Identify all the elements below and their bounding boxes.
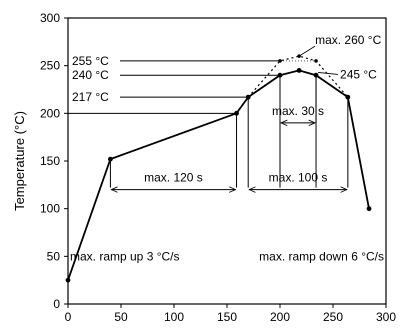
reference-level-label: 255 °C <box>72 54 109 68</box>
y-tick-label: 100 <box>40 202 60 216</box>
data-point <box>234 110 239 116</box>
data-point <box>278 59 282 63</box>
data-point <box>296 68 302 73</box>
y-tick-label: 300 <box>40 11 60 25</box>
ramp-up-note: max. ramp up 3 °C/s <box>70 249 180 263</box>
annotation-leader <box>318 72 339 75</box>
reference-guides <box>68 45 349 189</box>
interval-label: max. 30 s <box>272 104 324 118</box>
reference-level-label: 240 °C <box>72 68 109 82</box>
y-tick-label: 150 <box>40 154 60 168</box>
data-point <box>297 54 301 58</box>
y-tick-label: 0 <box>53 297 60 311</box>
x-tick-label: 0 <box>65 310 72 324</box>
data-point <box>346 95 350 99</box>
data-point <box>366 206 372 212</box>
y-tick-label: 250 <box>40 59 60 73</box>
x-tick-label: 300 <box>376 310 396 324</box>
x-tick-label: 250 <box>323 310 343 324</box>
reference-level-label: 217 °C <box>72 90 109 104</box>
ramp-down-note: max. ramp down 6 °C/s <box>259 249 384 263</box>
axes: 0 50 100 150 200 250 300 0 50 100 150 200 250 300 Temp… <box>12 11 396 324</box>
x-tick-label: 150 <box>217 310 237 324</box>
data-point <box>246 95 250 99</box>
profile-curves <box>65 54 372 283</box>
interval-label: max. 120 s <box>144 171 203 185</box>
annotation-label: max. 260 °C <box>315 33 381 47</box>
x-tick-label: 100 <box>164 310 184 324</box>
data-point <box>108 156 113 162</box>
y-tick-label: 50 <box>47 249 61 263</box>
annotation-leader <box>298 45 316 57</box>
annotation-label: 245 °C <box>340 67 377 81</box>
data-point <box>314 59 318 63</box>
y-tick-label: 200 <box>40 106 60 120</box>
data-point <box>277 72 283 78</box>
interval-label: max. 100 s <box>269 171 328 185</box>
x-tick-label: 200 <box>270 310 290 324</box>
data-point <box>65 277 71 283</box>
y-axis-title: Temperature (°C) <box>12 111 27 211</box>
x-tick-label: 50 <box>114 310 128 324</box>
profile-line-dotted <box>247 55 349 98</box>
data-point <box>313 72 319 78</box>
